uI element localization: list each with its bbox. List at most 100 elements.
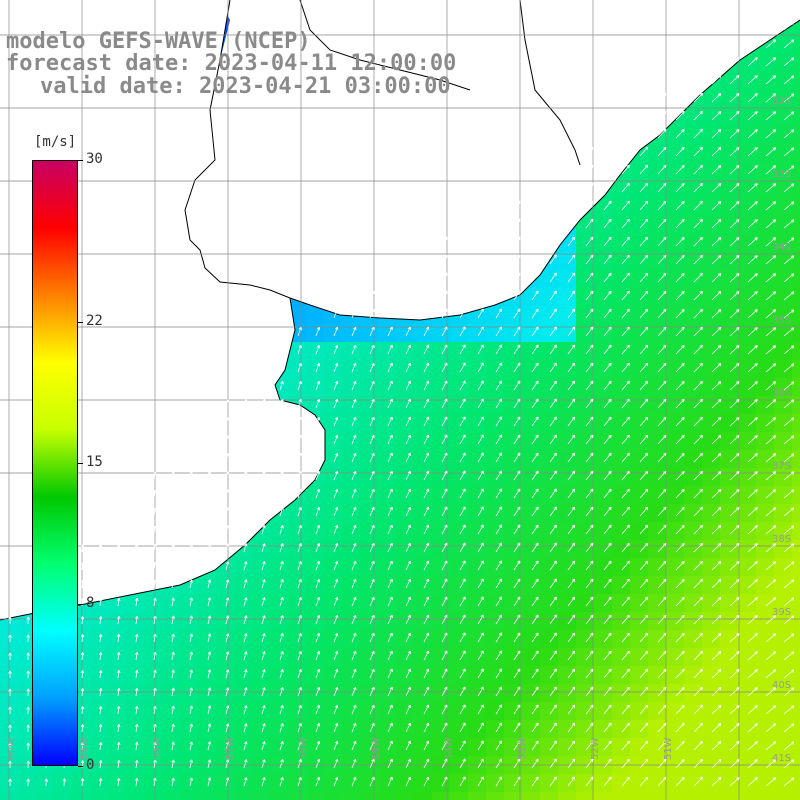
wind-cell bbox=[450, 360, 468, 378]
wind-arrow bbox=[441, 722, 448, 733]
wind-cell bbox=[324, 504, 342, 522]
wind-cell bbox=[792, 684, 800, 702]
wind-cell bbox=[504, 792, 522, 800]
wind-arrow bbox=[423, 452, 430, 463]
wind-arrow bbox=[405, 578, 411, 589]
wind-cell bbox=[360, 594, 378, 612]
wind-arrow bbox=[441, 416, 448, 427]
wind-arrow bbox=[603, 398, 612, 409]
wind-cell bbox=[378, 342, 396, 360]
wind-cell bbox=[558, 630, 576, 648]
wind-arrow bbox=[657, 200, 667, 211]
wind-cell bbox=[306, 342, 324, 360]
wind-arrow bbox=[531, 650, 539, 661]
wind-cell bbox=[180, 720, 198, 738]
wind-arrow bbox=[621, 758, 630, 769]
wind-cell bbox=[774, 648, 792, 666]
wind-cell bbox=[594, 432, 612, 450]
wind-cell bbox=[648, 666, 666, 684]
wind-arrow bbox=[711, 417, 722, 427]
wind-cell bbox=[702, 360, 720, 378]
wind-arrow bbox=[369, 470, 375, 481]
wind-arrow bbox=[315, 776, 321, 787]
wind-cell bbox=[594, 738, 612, 756]
wind-arrow bbox=[477, 632, 484, 643]
wind-arrow bbox=[459, 470, 466, 481]
wind-cell bbox=[702, 594, 720, 612]
wind-arrow bbox=[621, 164, 630, 175]
wind-cell bbox=[126, 648, 144, 666]
wind-cell bbox=[324, 468, 342, 486]
wind-cell bbox=[738, 396, 756, 414]
wind-cell bbox=[540, 324, 558, 342]
wind-arrow bbox=[477, 236, 484, 247]
wind-arrow bbox=[279, 399, 284, 409]
wind-arrow bbox=[135, 579, 139, 589]
wind-arrow bbox=[153, 507, 157, 517]
wind-arrow bbox=[477, 668, 484, 679]
wind-cell bbox=[666, 414, 684, 432]
wind-cell bbox=[666, 288, 684, 306]
wind-cell bbox=[450, 630, 468, 648]
wind-arrow bbox=[693, 506, 703, 517]
wind-arrow bbox=[639, 344, 649, 355]
wind-cell bbox=[792, 666, 800, 684]
wind-cell bbox=[648, 306, 666, 324]
wind-cell bbox=[594, 522, 612, 540]
wind-cell bbox=[144, 720, 162, 738]
wind-cell bbox=[630, 306, 648, 324]
wind-cell bbox=[558, 378, 576, 396]
wind-arrow bbox=[153, 669, 157, 679]
wind-cell bbox=[396, 504, 414, 522]
wind-cell bbox=[666, 702, 684, 720]
wind-cell bbox=[252, 774, 270, 792]
wind-arrow bbox=[477, 308, 484, 319]
wind-arrow bbox=[783, 237, 795, 247]
wind-cell bbox=[288, 702, 306, 720]
wind-cell bbox=[684, 684, 702, 702]
wind-arrow bbox=[351, 704, 357, 715]
wind-cell bbox=[162, 648, 180, 666]
wind-arrow bbox=[369, 326, 375, 337]
wind-cell bbox=[612, 324, 630, 342]
latitude-label: 32S bbox=[772, 96, 791, 107]
wind-arrow bbox=[405, 614, 411, 625]
wind-arrow bbox=[675, 542, 685, 553]
wind-arrow bbox=[423, 632, 430, 643]
wind-arrow bbox=[549, 704, 557, 715]
wind-arrow bbox=[333, 506, 339, 517]
wind-cell bbox=[756, 216, 774, 234]
wind-arrow bbox=[369, 668, 375, 679]
wind-arrow bbox=[135, 705, 139, 715]
wind-arrow bbox=[351, 740, 357, 751]
wind-arrow bbox=[405, 632, 411, 643]
wind-cell bbox=[576, 342, 594, 360]
wind-arrow bbox=[351, 542, 357, 553]
wind-cell bbox=[720, 144, 738, 162]
wind-arrow bbox=[639, 182, 649, 193]
wind-cell bbox=[774, 540, 792, 558]
wind-cell bbox=[396, 486, 414, 504]
wind-arrow bbox=[207, 759, 212, 769]
wind-arrow bbox=[711, 399, 722, 409]
wind-cell bbox=[612, 270, 630, 288]
wind-arrow bbox=[747, 309, 758, 319]
wind-arrow bbox=[116, 633, 121, 643]
wind-arrow bbox=[387, 488, 393, 499]
wind-arrow bbox=[675, 200, 685, 211]
wind-arrow bbox=[171, 489, 175, 499]
wind-cell bbox=[792, 90, 800, 108]
wind-cell bbox=[756, 234, 774, 252]
wind-cell bbox=[774, 468, 792, 486]
wind-cell bbox=[432, 414, 450, 432]
wind-cell bbox=[504, 684, 522, 702]
wind-arrow bbox=[333, 722, 339, 733]
wind-cell bbox=[324, 360, 342, 378]
wind-cell bbox=[432, 396, 450, 414]
wind-arrow bbox=[567, 524, 576, 535]
wind-cell bbox=[720, 774, 738, 792]
wind-arrow bbox=[603, 614, 612, 625]
wind-cell bbox=[648, 144, 666, 162]
wind-arrow bbox=[225, 651, 230, 661]
wind-arrow bbox=[711, 75, 722, 85]
